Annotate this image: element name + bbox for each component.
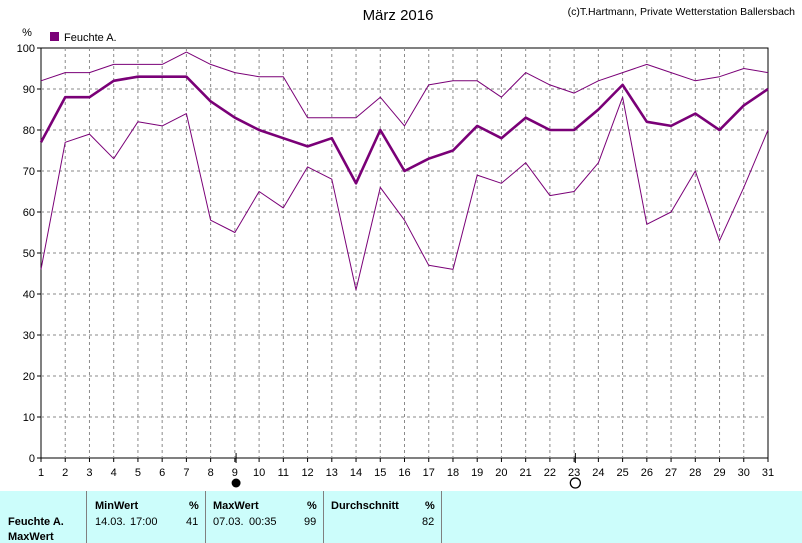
min-unit: %: [189, 500, 199, 512]
table-divider: [441, 491, 442, 543]
x-tick-label: 22: [544, 467, 556, 479]
avg-value: 82: [422, 516, 435, 528]
chart-title: März 2016: [363, 7, 434, 24]
series-line-max: [40, 51, 769, 127]
x-tick-label: 8: [208, 467, 214, 479]
y-tick-label: 90: [23, 84, 35, 96]
x-tick-label: 17: [423, 467, 435, 479]
x-tick-label: 26: [641, 467, 653, 479]
x-tick-label: 10: [253, 467, 265, 479]
x-tick-label: 9: [232, 467, 238, 479]
max-time: 00:35: [249, 516, 277, 528]
x-tick-label: 14: [350, 467, 362, 479]
x-tick-label: 30: [738, 467, 750, 479]
new-moon-icon: [569, 477, 581, 489]
x-tick-label: 23: [568, 467, 580, 479]
row-label: Feuchte A.: [8, 516, 64, 528]
max-unit: %: [307, 500, 317, 512]
x-tick-label: 15: [374, 467, 386, 479]
y-tick-label: 30: [23, 330, 35, 342]
x-tick-label: 19: [471, 467, 483, 479]
x-tick-label: 18: [447, 467, 459, 479]
avg-unit: %: [425, 500, 435, 512]
y-tick-label: 80: [23, 125, 35, 137]
x-tick-label: 16: [398, 467, 410, 479]
y-axis-unit: %: [22, 27, 32, 39]
x-tick-label: 25: [616, 467, 628, 479]
series-line-min: [40, 96, 769, 291]
legend: Feuchte A.: [50, 32, 117, 44]
x-tick-label: 29: [713, 467, 725, 479]
grid-lines: [41, 48, 768, 458]
legend-label: Feuchte A.: [64, 32, 117, 44]
x-tick-label: 12: [301, 467, 313, 479]
table-divider: [86, 491, 87, 543]
min-value: 41: [186, 516, 199, 528]
series-lines: [39, 51, 769, 291]
humidity-chart: März 2016 (c)T.Hartmann, Private Wetters…: [17, 6, 796, 489]
x-tick-label: 20: [495, 467, 507, 479]
table-divider: [323, 491, 324, 543]
y-tick-label: 50: [23, 248, 35, 260]
y-tick-label: 60: [23, 207, 35, 219]
max-header: MaxWert: [213, 500, 259, 512]
x-axis: 1 2 3 4 5 6 7 8 9 10 11 12 13 14 15 16 17 18 19 20 21 22 23 24 2…: [38, 458, 774, 479]
x-tick-label: 27: [665, 467, 677, 479]
table-divider: [205, 491, 206, 543]
x-tick-label: 28: [689, 467, 701, 479]
y-tick-label: 10: [23, 412, 35, 424]
min-date: 14.03.: [95, 516, 126, 528]
y-tick-label: 0: [29, 453, 35, 465]
legend-swatch: [50, 32, 59, 41]
stats-table: MinWert % MaxWert % Durchschnitt % Feuch…: [0, 491, 802, 543]
x-tick-label: 24: [592, 467, 604, 479]
full-moon-icon: [231, 478, 241, 488]
x-tick-label: 11: [278, 467, 289, 479]
max-value: 99: [304, 516, 317, 528]
max-date: 07.03.: [213, 516, 244, 528]
series-line-avg: [39, 75, 769, 185]
y-tick-label: 70: [23, 166, 35, 178]
avg-header: Durchschnitt: [331, 500, 399, 512]
x-tick-label: 7: [183, 467, 189, 479]
y-axis: 0 10 20 30 40 50 60 70 80 90 100: [17, 43, 41, 465]
y-tick-label: 40: [23, 289, 35, 301]
x-tick-label: 31: [762, 467, 774, 479]
x-tick-label: 3: [86, 467, 92, 479]
y-tick-label: 100: [17, 43, 35, 55]
y-tick-label: 20: [23, 371, 35, 383]
row-sublabel: MaxWert: [8, 531, 54, 543]
min-time: 17:00: [130, 516, 158, 528]
x-tick-label: 13: [326, 467, 338, 479]
x-tick-label: 5: [135, 467, 141, 479]
x-tick-label: 21: [520, 467, 532, 479]
x-tick-label: 1: [38, 467, 44, 479]
x-tick-label: 4: [111, 467, 117, 479]
x-tick-label: 6: [159, 467, 165, 479]
x-tick-label: 2: [62, 467, 68, 479]
moon-markers: [231, 453, 581, 489]
credit-text: (c)T.Hartmann, Private Wetterstation Bal…: [568, 6, 796, 18]
min-header: MinWert: [95, 500, 139, 512]
